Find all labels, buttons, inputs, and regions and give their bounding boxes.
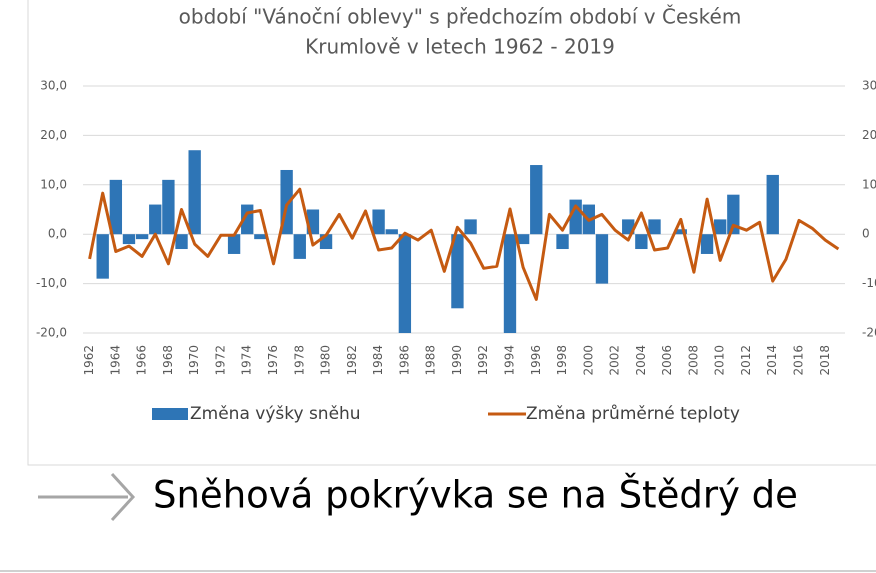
bar bbox=[122, 234, 136, 245]
x-tick-label: 1996 bbox=[529, 345, 543, 376]
x-tick-label: 1974 bbox=[240, 345, 254, 376]
x-tick-label: 1998 bbox=[555, 345, 569, 376]
y2-tick-label: 10 bbox=[862, 177, 876, 191]
x-tick-label: 1978 bbox=[292, 345, 306, 376]
bar bbox=[714, 219, 727, 235]
bar bbox=[175, 234, 188, 250]
arrow bbox=[38, 472, 136, 522]
x-tick-label: 1984 bbox=[371, 345, 385, 376]
bar bbox=[700, 234, 714, 254]
x-tick-label: 1966 bbox=[135, 345, 149, 376]
x-tick-label: 1990 bbox=[450, 345, 464, 376]
line-series bbox=[88, 187, 840, 301]
y2-tick-label: -10 bbox=[862, 276, 876, 290]
y-tick-label: 10,0 bbox=[40, 177, 67, 191]
x-tick-label: 1970 bbox=[187, 345, 201, 376]
x-tick-label: 1994 bbox=[502, 345, 516, 376]
x-tick-label: 1976 bbox=[266, 345, 280, 376]
x-tick-label: 1962 bbox=[82, 345, 96, 376]
y2-tick-label: 0 bbox=[862, 227, 870, 241]
bar bbox=[451, 234, 464, 309]
x-tick-label: 2018 bbox=[818, 345, 832, 376]
x-tick-label: 2004 bbox=[634, 345, 648, 376]
chart-title: období "Vánoční oblevy" s předchozím obd… bbox=[179, 5, 742, 29]
bar bbox=[385, 229, 398, 235]
legend-swatch bbox=[152, 408, 188, 420]
bar bbox=[727, 194, 740, 235]
bar bbox=[595, 234, 609, 284]
x-tick-label: 1964 bbox=[108, 345, 122, 376]
legend-label: Změna výšky sněhu bbox=[190, 404, 361, 424]
x-tick-label: 2010 bbox=[713, 345, 727, 376]
x-tick-label: 2008 bbox=[686, 345, 700, 376]
bar bbox=[149, 204, 162, 235]
bar bbox=[188, 150, 201, 235]
y2-tick-label: 20 bbox=[862, 128, 876, 142]
bar bbox=[96, 234, 109, 279]
y-tick-label: -10,0 bbox=[36, 276, 67, 290]
bar bbox=[293, 234, 306, 259]
x-tick-label: 2000 bbox=[581, 345, 595, 376]
bar bbox=[766, 174, 779, 235]
bar bbox=[162, 179, 175, 235]
x-tick-label: 2012 bbox=[739, 345, 753, 376]
bar bbox=[556, 234, 569, 250]
y-tick-label: 20,0 bbox=[40, 128, 67, 142]
bar bbox=[227, 234, 241, 254]
x-tick-label: 2002 bbox=[608, 345, 622, 376]
caption: Sněhová pokrývka se na Štědrý de bbox=[153, 473, 798, 517]
x-tick-label: 2014 bbox=[765, 345, 779, 376]
x-tick-label: 2006 bbox=[660, 345, 674, 376]
bar bbox=[254, 234, 267, 240]
y-tick-label: -20,0 bbox=[36, 326, 67, 340]
x-tick-label: 1992 bbox=[476, 345, 490, 376]
y-tick-label: 30,0 bbox=[40, 79, 67, 93]
x-tick-label: 1972 bbox=[213, 345, 227, 376]
bar bbox=[398, 234, 412, 333]
x-tick-label: 1980 bbox=[319, 345, 333, 376]
bar bbox=[109, 179, 123, 235]
bar bbox=[503, 234, 517, 333]
y-tick-label: 0,0 bbox=[48, 227, 67, 241]
x-tick-label: 1986 bbox=[397, 345, 411, 376]
bar bbox=[464, 219, 477, 235]
bar bbox=[530, 165, 543, 235]
x-tick-label: 1968 bbox=[161, 345, 175, 376]
x-tick-label: 1982 bbox=[345, 345, 359, 376]
chart-title: Krumlově v letech 1962 - 2019 bbox=[305, 35, 615, 59]
bar bbox=[372, 209, 385, 235]
bar bbox=[635, 234, 648, 250]
x-tick-label: 1988 bbox=[424, 345, 438, 376]
bar bbox=[674, 229, 687, 235]
x-tick-label: 2016 bbox=[792, 345, 806, 376]
bar bbox=[135, 234, 149, 240]
y2-tick-label: -20 bbox=[862, 326, 876, 340]
y2-tick-label: 30 bbox=[862, 79, 876, 93]
bar bbox=[648, 219, 661, 235]
legend-label: Změna průměrné teploty bbox=[526, 404, 740, 424]
bar bbox=[516, 234, 530, 245]
